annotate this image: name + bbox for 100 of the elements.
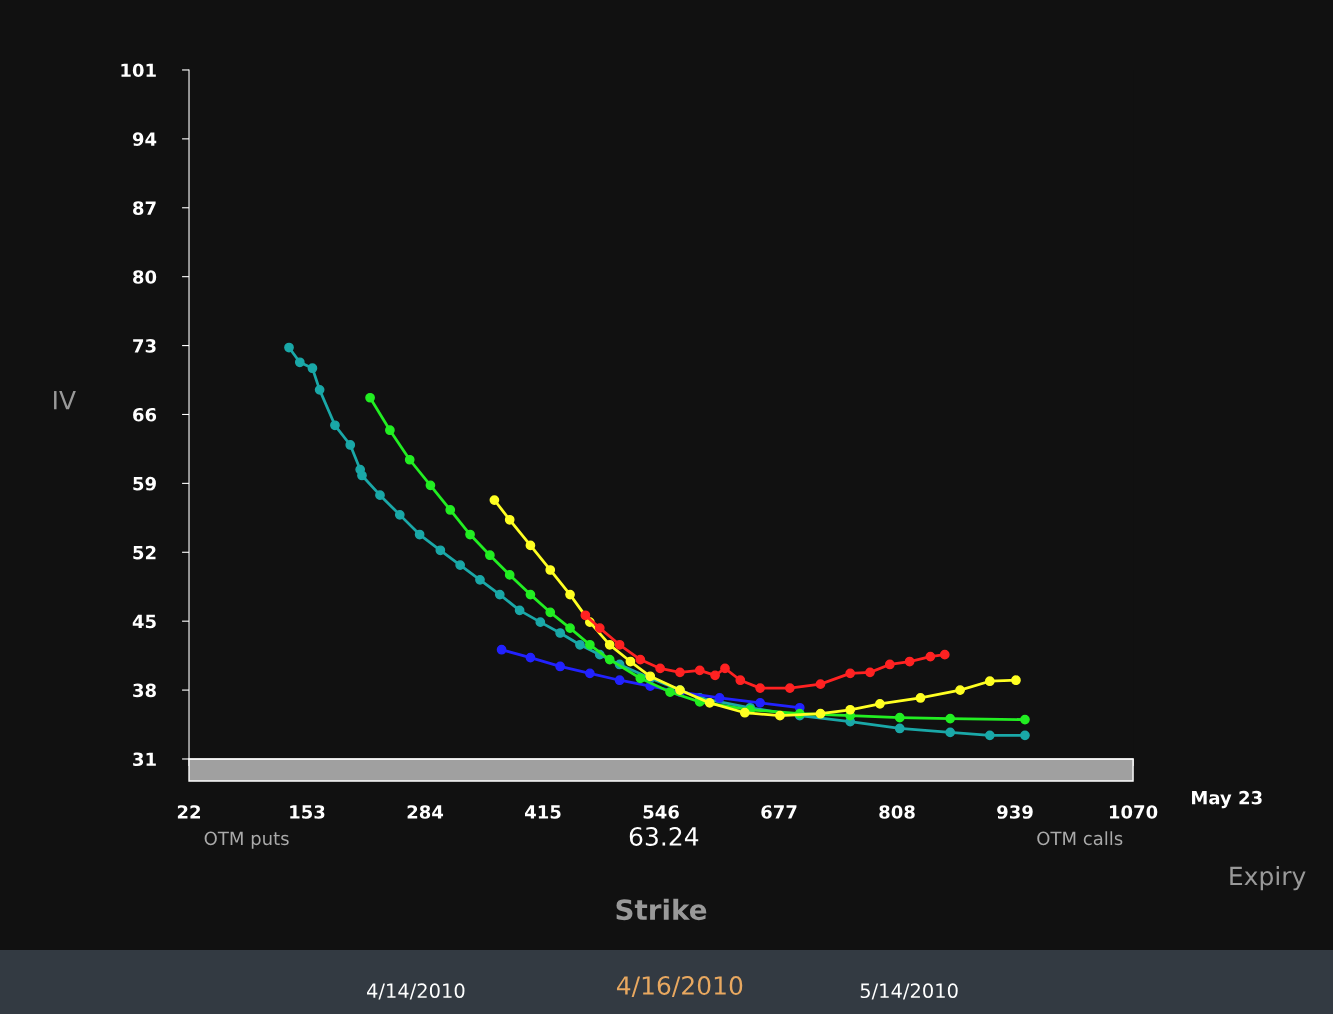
point xyxy=(485,550,495,561)
point xyxy=(939,649,950,660)
point xyxy=(815,708,826,719)
point xyxy=(525,589,536,600)
x-tick-label: 22 xyxy=(177,805,201,819)
point xyxy=(984,730,995,741)
point xyxy=(865,667,875,678)
text: 5/14/2010 xyxy=(860,983,958,1000)
point xyxy=(1011,675,1021,686)
point xyxy=(555,661,566,672)
point xyxy=(635,673,646,684)
point xyxy=(435,545,446,556)
point xyxy=(330,420,340,431)
point xyxy=(845,704,856,715)
text: May 23 xyxy=(1192,790,1262,809)
point xyxy=(694,665,705,676)
point xyxy=(875,698,885,709)
point xyxy=(545,607,556,618)
point xyxy=(625,656,636,667)
point xyxy=(357,470,367,481)
y-tick-label: 31 xyxy=(133,752,156,767)
point xyxy=(884,659,895,670)
y-tick-label: 101 xyxy=(121,63,156,78)
point xyxy=(739,707,750,718)
point xyxy=(775,710,785,721)
point xyxy=(915,693,926,703)
point xyxy=(425,480,436,491)
point xyxy=(710,670,720,681)
point xyxy=(535,617,546,628)
text: Expiry xyxy=(1230,866,1306,891)
x-tick-label: 284 xyxy=(407,805,444,819)
text: 4/16/2010 xyxy=(616,976,743,997)
y-tick-label: 59 xyxy=(133,476,156,491)
point xyxy=(815,679,826,690)
point xyxy=(580,610,591,621)
point xyxy=(755,698,765,708)
point xyxy=(385,425,395,436)
point xyxy=(404,454,415,465)
point xyxy=(955,685,965,695)
y-tick-label: 52 xyxy=(133,545,156,560)
point xyxy=(894,712,905,723)
point xyxy=(445,505,456,515)
point xyxy=(984,676,995,687)
text: 63.24 xyxy=(629,826,699,846)
point xyxy=(489,495,500,505)
point xyxy=(925,651,936,662)
point xyxy=(525,540,536,551)
point xyxy=(294,357,305,368)
point xyxy=(604,639,615,650)
point xyxy=(704,698,715,708)
y-tick-label: 66 xyxy=(133,407,157,422)
point xyxy=(755,683,765,693)
point xyxy=(735,675,746,686)
point xyxy=(894,723,905,734)
point xyxy=(904,656,915,667)
point xyxy=(945,727,956,738)
point xyxy=(455,560,466,570)
y-tick-label: 73 xyxy=(133,339,156,353)
x-axis-title: Strike xyxy=(616,898,707,921)
point xyxy=(345,440,356,450)
point xyxy=(845,668,856,679)
point xyxy=(307,363,318,374)
point xyxy=(504,570,515,580)
point xyxy=(1020,714,1030,725)
text: OTM calls xyxy=(1037,831,1123,846)
x-tick-label: 1070 xyxy=(1109,805,1158,819)
y-axis-title: IV xyxy=(54,391,76,410)
point xyxy=(504,514,515,525)
point xyxy=(555,628,566,638)
y-tick-label: 94 xyxy=(132,132,157,146)
point xyxy=(496,644,507,655)
point xyxy=(365,392,375,403)
x-tick-label: 546 xyxy=(643,805,679,819)
point xyxy=(604,654,615,665)
point xyxy=(945,713,956,724)
x-tick-label: 677 xyxy=(761,805,797,819)
point xyxy=(394,510,405,520)
point xyxy=(494,589,505,600)
point xyxy=(284,342,294,353)
point xyxy=(565,589,575,600)
point xyxy=(414,529,425,540)
y-tick-label: 87 xyxy=(133,201,156,215)
point xyxy=(514,605,525,616)
x-tick-label: 939 xyxy=(997,805,1033,819)
y-tick-label: 45 xyxy=(132,614,156,629)
point xyxy=(675,667,685,678)
text: OTM puts xyxy=(204,831,289,849)
text: 4/14/2010 xyxy=(367,983,465,1000)
point xyxy=(665,687,675,697)
y-tick-label: 80 xyxy=(133,270,157,284)
point xyxy=(565,623,575,633)
point xyxy=(655,663,665,674)
point xyxy=(525,652,536,663)
point xyxy=(1020,730,1030,741)
x-tick-label: 153 xyxy=(290,805,325,819)
point xyxy=(375,490,385,501)
point xyxy=(614,675,625,686)
point xyxy=(784,683,795,693)
y-tick-label: 38 xyxy=(133,683,156,698)
point xyxy=(585,668,595,679)
